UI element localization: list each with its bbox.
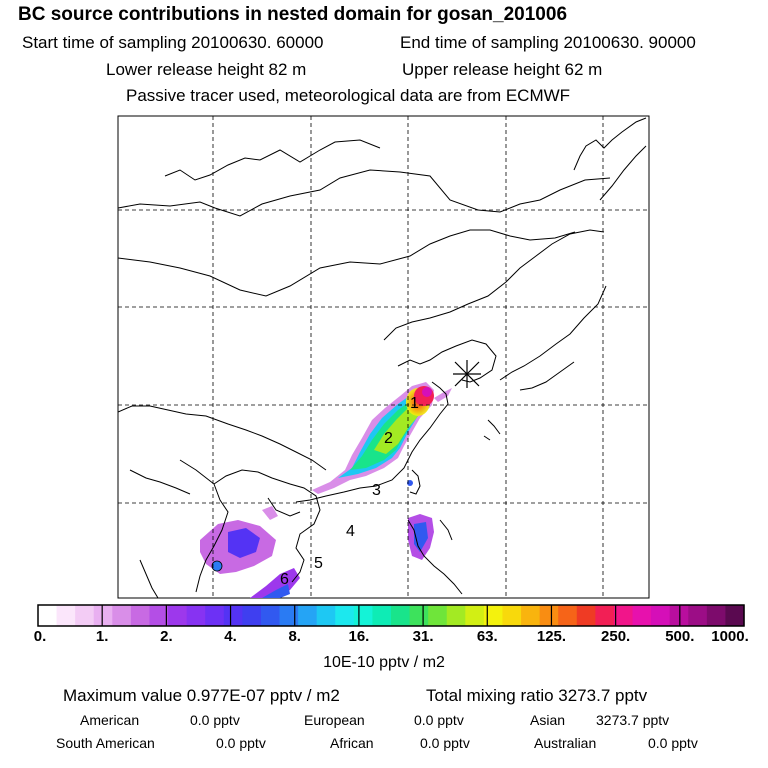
lower-release-height: Lower release height 82 m [106, 60, 307, 79]
colorbar-tick-label: 4. [224, 628, 237, 645]
colorbar-swatch [260, 605, 281, 626]
source-name: South American [56, 735, 155, 751]
receptor-marker [453, 360, 481, 388]
total-mixing-ratio: Total mixing ratio 3273.7 pptv [426, 686, 648, 705]
colorbar-swatch [558, 605, 578, 626]
plume-label: 2 [384, 430, 393, 447]
colorbar-dividers [101, 605, 681, 626]
colorbar-tick-label: 2. [160, 628, 173, 645]
colorbar-frame [37, 604, 745, 627]
source-name: Asian [530, 712, 566, 728]
colorbar-swatch [465, 605, 485, 626]
source-value: 0.0 pptv [420, 735, 470, 751]
coastlines [118, 117, 647, 598]
colorbar-tick-label: 0. [33, 628, 47, 645]
colorbar-swatch [223, 605, 243, 626]
colorbar-swatch [186, 605, 206, 626]
colorbar-swatch [688, 605, 708, 626]
colorbar-swatch [502, 605, 522, 626]
colorbar-swatch [428, 605, 448, 626]
colorbar-tick-label: 1. [95, 628, 109, 645]
colorbar-swatch [446, 605, 466, 626]
colorbar-swatch [56, 605, 76, 626]
colorbar-tick-label: 250. [601, 628, 631, 645]
source-value: 0.0 pptv [414, 712, 464, 728]
colorbar-swatch [130, 605, 151, 626]
colorbar-swatch [242, 605, 262, 626]
start-time: Start time of sampling 20100630. 60000 [22, 33, 324, 52]
source-value: 0.0 pptv [216, 735, 266, 751]
source-name: European [304, 712, 365, 728]
colorbar-swatch [205, 605, 225, 626]
plume-label: 4 [346, 523, 355, 540]
colorbar-swatch [539, 605, 559, 626]
plume-label: 1 [410, 395, 419, 412]
colorbar-swatch [372, 605, 392, 626]
colorbar-tick-label: 31. [412, 628, 434, 645]
colorbar-swatch [38, 605, 58, 626]
colorbar-swatch [706, 605, 727, 626]
colorbar-swatch [725, 605, 745, 626]
colorbar-tick-label: 1000. [711, 628, 749, 645]
colorbar-swatch [483, 605, 504, 626]
colorbar-label: 10E-10 pptv / m2 [323, 654, 445, 671]
colorbar-swatch [279, 605, 299, 626]
colorbar-swatch [353, 605, 374, 626]
colorbar-tick-label: 8. [288, 628, 301, 645]
colorbar-swatch [75, 605, 95, 626]
chart-title: BC source contributions in nested domain… [18, 4, 568, 25]
source-name: American [80, 712, 140, 728]
source-name: African [330, 735, 374, 751]
colorbar-tick-label: 500. [665, 628, 695, 645]
colorbar-swatch [168, 605, 188, 626]
colorbar-tick-label: 63. [476, 628, 498, 645]
colorbar-tick-label: 16. [348, 628, 370, 645]
colorbar-swatch [93, 605, 113, 626]
colorbar [38, 605, 745, 626]
colorbar-swatch [521, 605, 541, 626]
colorbar-swatch [613, 605, 634, 626]
plume-label: 6 [280, 571, 289, 588]
colorbar-swatch [112, 605, 132, 626]
map-frame [117, 115, 650, 599]
source-value: 3273.7 pptv [596, 712, 670, 728]
colorbar-swatch [576, 605, 596, 626]
plume-label: 3 [372, 482, 381, 499]
colorbar-swatch [316, 605, 336, 626]
source-value: 0.0 pptv [190, 712, 240, 728]
end-time: End time of sampling 20100630. 90000 [400, 33, 696, 52]
plume-label: 5 [314, 555, 323, 572]
colorbar-swatch [409, 605, 429, 626]
colorbar-swatch [391, 605, 411, 626]
source-name: Australian [534, 735, 597, 751]
colorbar-tick-label: 125. [536, 628, 567, 645]
maximum-value: Maximum value 0.977E-07 pptv / m2 [63, 686, 340, 705]
source-value: 0.0 pptv [648, 735, 698, 751]
colorbar-swatch [651, 605, 671, 626]
colorbar-swatch [632, 605, 652, 626]
colorbar-swatch [298, 605, 318, 626]
graticule [118, 116, 649, 598]
pollution-plume [200, 382, 452, 598]
upper-release-height: Upper release height 62 m [402, 60, 603, 79]
colorbar-swatch [335, 605, 355, 626]
colorbar-swatch [595, 605, 615, 626]
passive-tracer-note: Passive tracer used, meteorological data… [126, 86, 571, 105]
colorbar-swatch [149, 605, 169, 626]
